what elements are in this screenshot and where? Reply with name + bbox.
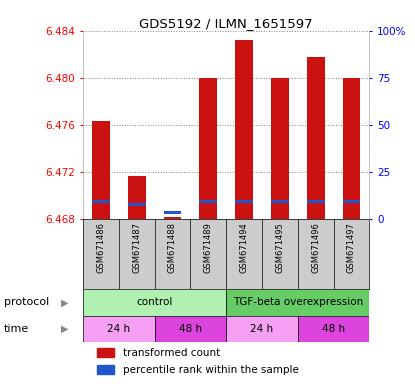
Bar — [83, 289, 226, 316]
Text: GSM671487: GSM671487 — [132, 222, 141, 273]
Text: GSM671488: GSM671488 — [168, 222, 177, 273]
Bar — [83, 316, 155, 342]
Bar — [226, 289, 369, 316]
Bar — [271, 78, 289, 218]
Bar — [92, 200, 110, 202]
Bar — [128, 203, 146, 206]
Bar — [235, 200, 253, 202]
Text: percentile rank within the sample: percentile rank within the sample — [123, 365, 299, 375]
Bar — [342, 78, 360, 218]
Bar — [298, 316, 369, 342]
Text: protocol: protocol — [4, 297, 49, 307]
Text: GSM671494: GSM671494 — [239, 222, 249, 273]
Text: TGF-beta overexpression: TGF-beta overexpression — [233, 297, 363, 307]
Bar — [226, 316, 298, 342]
Text: time: time — [4, 324, 29, 334]
Bar — [235, 40, 253, 218]
Bar — [98, 348, 115, 357]
Bar — [199, 200, 217, 202]
Bar — [164, 211, 181, 214]
Title: GDS5192 / ILMN_1651597: GDS5192 / ILMN_1651597 — [139, 17, 313, 30]
Text: 24 h: 24 h — [250, 324, 273, 334]
Text: GSM671495: GSM671495 — [276, 222, 284, 273]
Text: 48 h: 48 h — [322, 324, 345, 334]
Bar — [92, 121, 110, 218]
Text: GSM671497: GSM671497 — [347, 222, 356, 273]
Bar — [199, 78, 217, 218]
Bar — [307, 56, 325, 218]
Text: GSM671486: GSM671486 — [96, 222, 105, 273]
Bar — [271, 200, 289, 202]
Text: 24 h: 24 h — [107, 324, 130, 334]
Bar — [342, 200, 360, 202]
Bar — [98, 365, 115, 374]
Text: control: control — [137, 297, 173, 307]
Text: GSM671496: GSM671496 — [311, 222, 320, 273]
Text: ▶: ▶ — [61, 297, 68, 307]
Text: transformed count: transformed count — [123, 348, 220, 358]
Bar — [307, 200, 325, 202]
Text: ▶: ▶ — [61, 324, 68, 334]
Text: 48 h: 48 h — [179, 324, 202, 334]
Bar — [128, 176, 146, 218]
Text: GSM671489: GSM671489 — [204, 222, 213, 273]
Bar — [155, 316, 226, 342]
Bar — [164, 217, 181, 218]
